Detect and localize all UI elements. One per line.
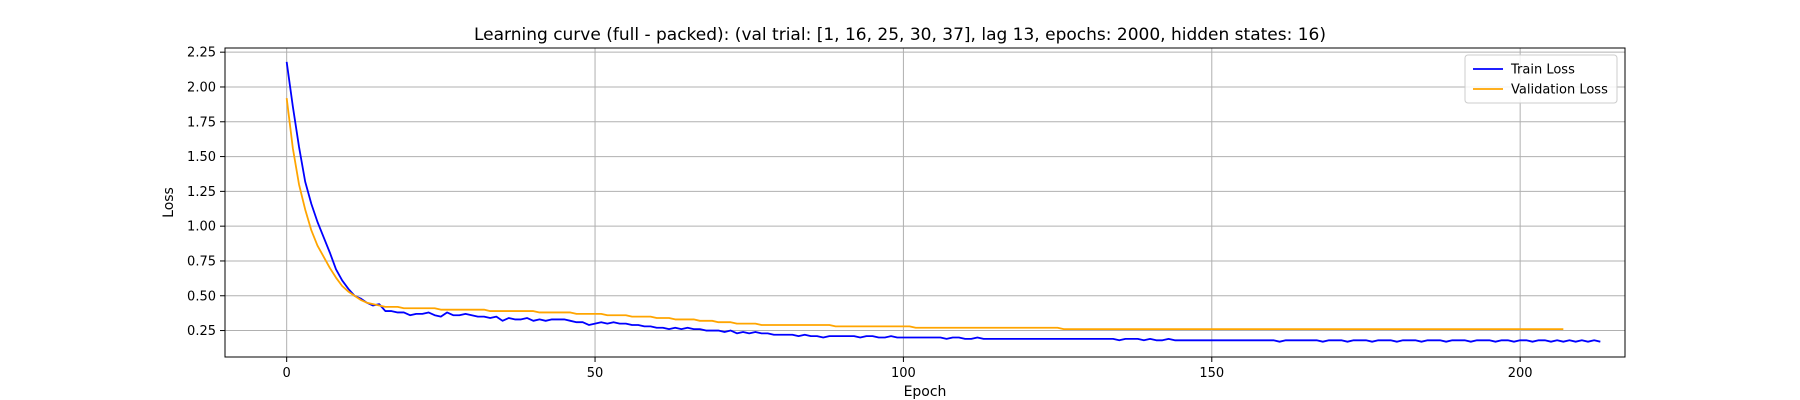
series-line-1: [285, 98, 1564, 331]
series-line-0: [285, 61, 1601, 343]
y-tick-label: 1.00: [187, 220, 216, 235]
y-tick-label: 2.25: [187, 46, 216, 61]
x-tick-label: 0: [283, 366, 291, 381]
y-tick-label: 1.50: [187, 150, 216, 165]
y-tick-label: 1.25: [187, 185, 216, 200]
x-tick-label: 150: [1199, 366, 1224, 381]
y-tick-label: 2.00: [187, 80, 216, 95]
y-tick-label: 0.75: [187, 254, 216, 269]
legend: Train Loss Validation Loss: [1464, 54, 1618, 104]
x-tick-label: 100: [891, 366, 916, 381]
grid: [225, 48, 1625, 357]
y-tick-label: 0.50: [187, 289, 216, 304]
plot-frame: [224, 47, 1626, 358]
x-axis-label: Epoch: [904, 384, 947, 400]
y-axis-label: Loss: [161, 187, 177, 218]
y-tick-label: 1.75: [187, 115, 216, 130]
y-tick-label: 0.25: [187, 324, 216, 339]
legend-label-0: Train Loss: [1510, 63, 1575, 78]
chart-title: Learning curve (full - packed): (val tri…: [474, 25, 1326, 45]
x-tick-label: 200: [1508, 366, 1533, 381]
x-axis-ticks: 0 50 100 150 200: [283, 357, 1533, 381]
legend-label-1: Validation Loss: [1511, 83, 1608, 98]
legend-box: [1464, 54, 1618, 104]
y-axis-ticks: 0.25 0.50 0.75 1.00 1.25 1.50 1.75 2.00 2.25: [187, 46, 225, 339]
series-layer: [285, 61, 1601, 343]
x-tick-label: 50: [587, 366, 604, 381]
